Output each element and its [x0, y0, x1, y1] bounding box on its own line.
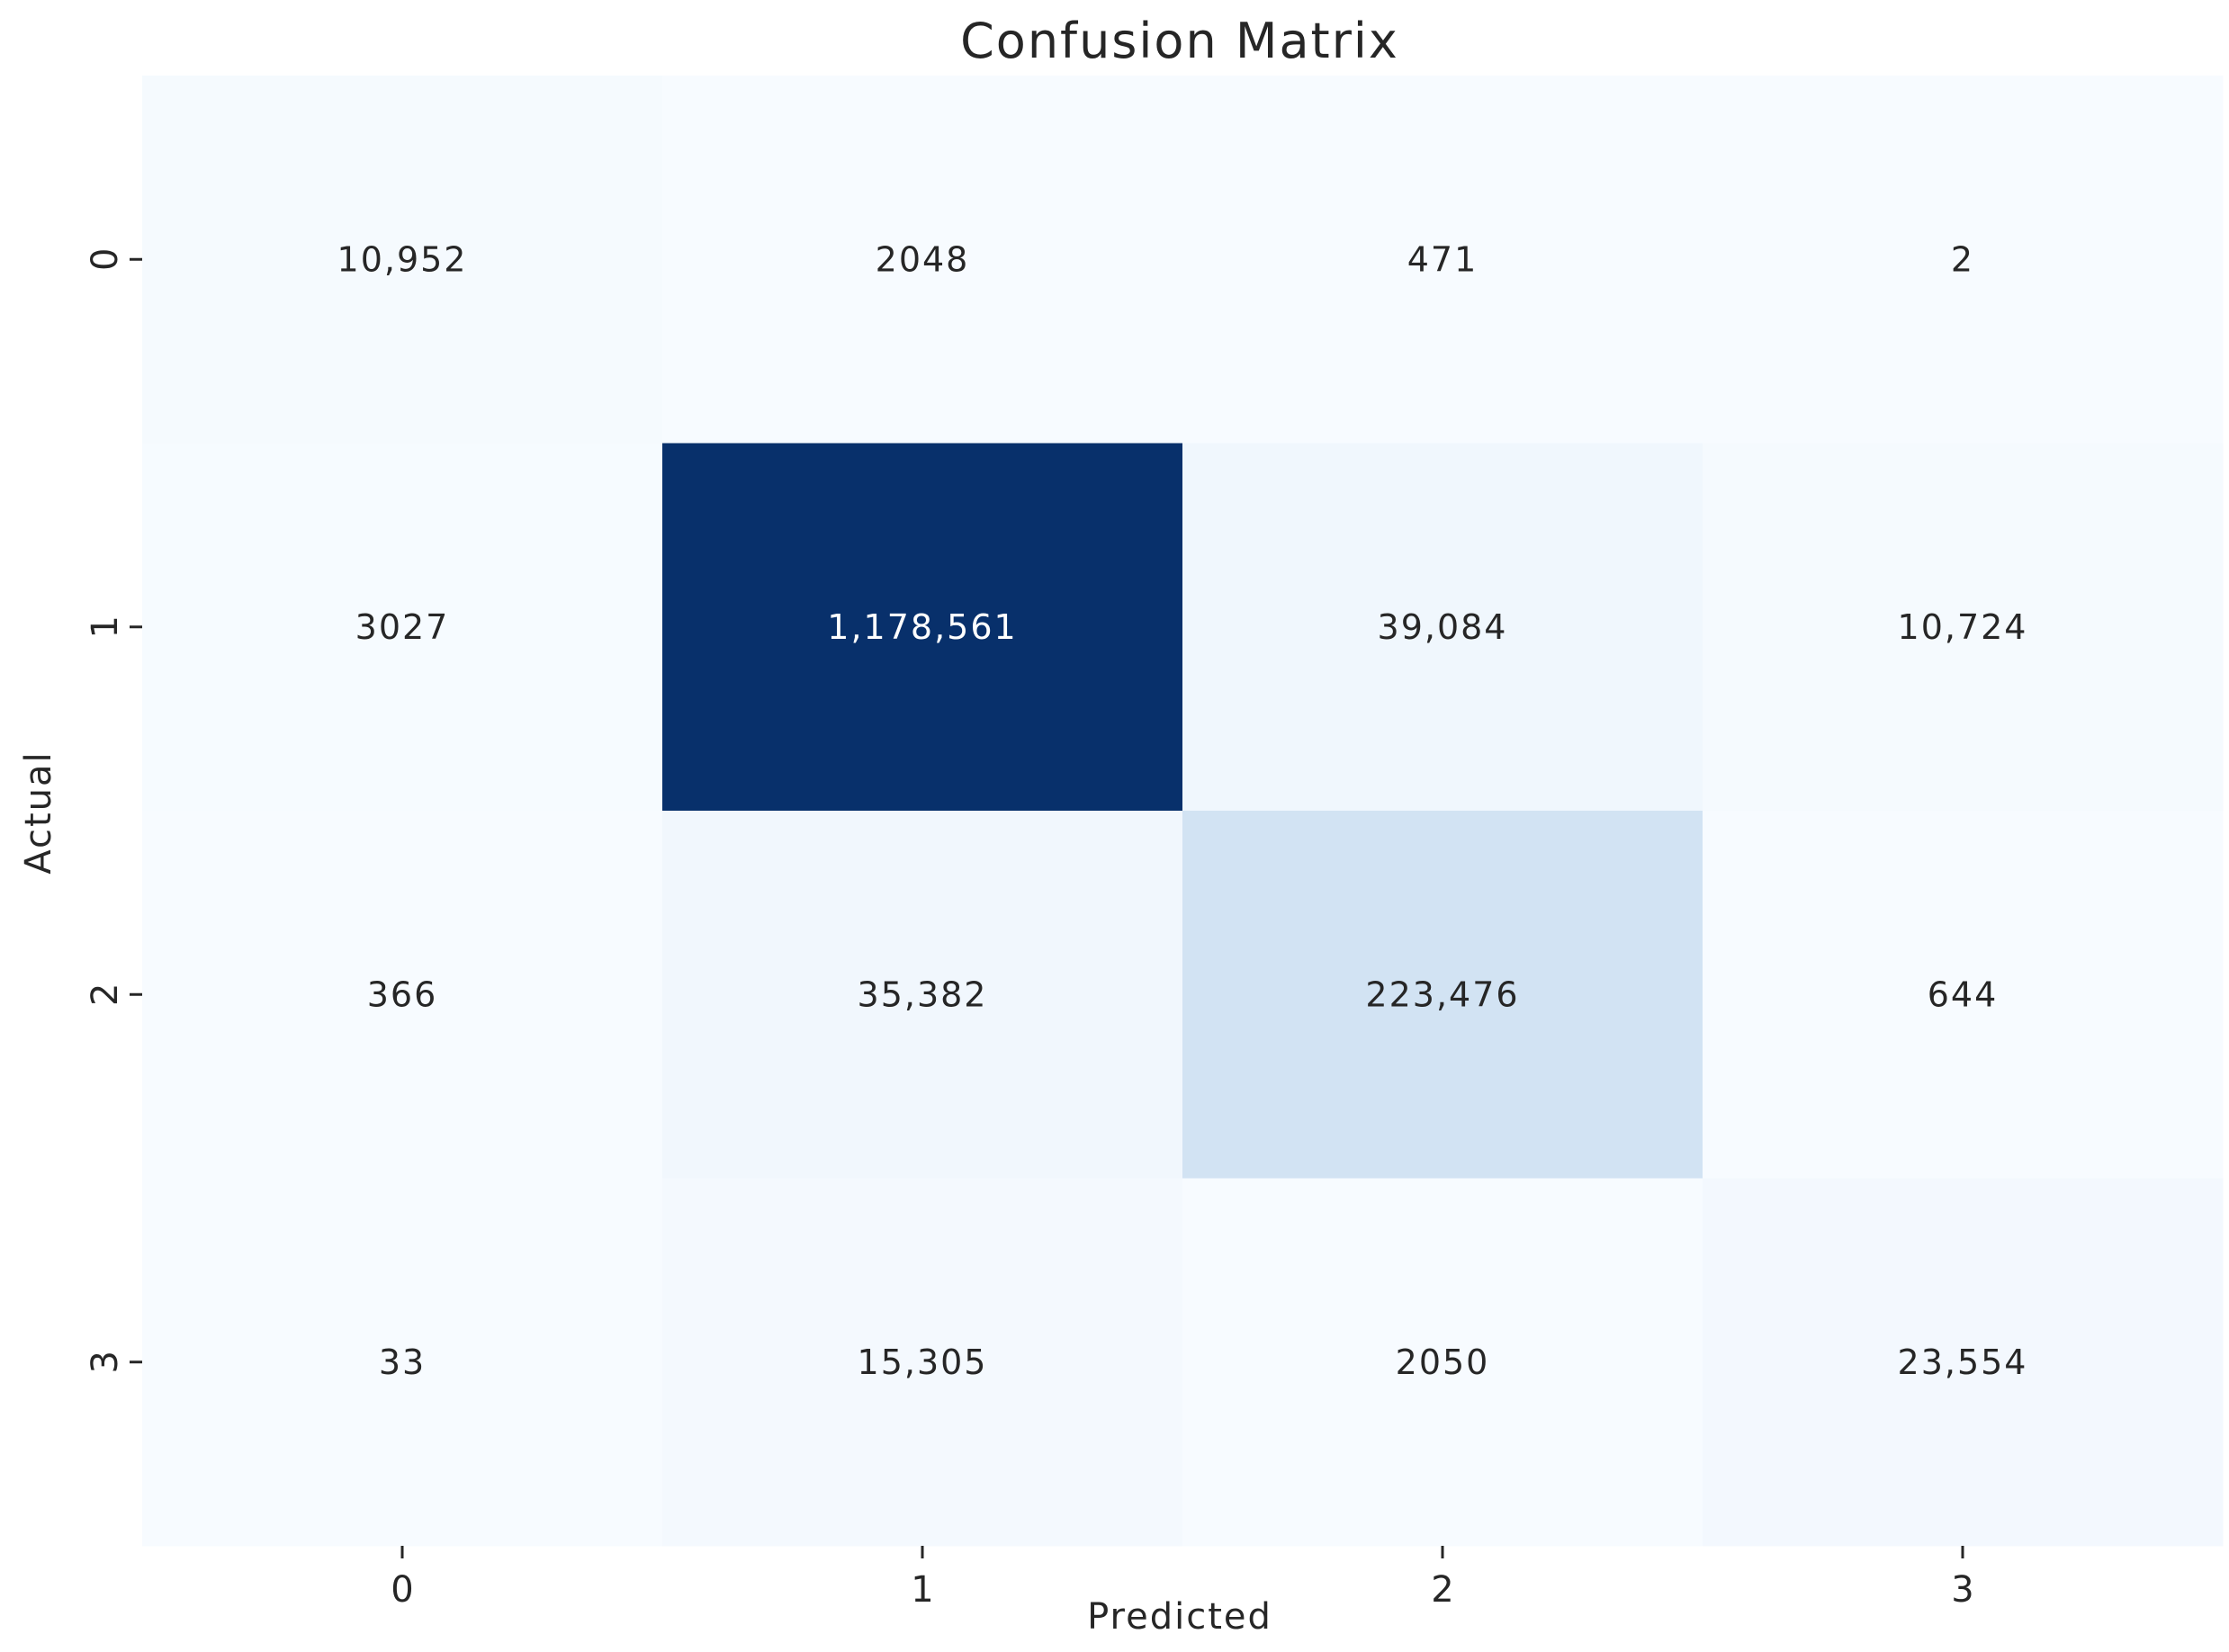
cell-value-label-r0-c1: 2048	[876, 239, 970, 279]
x-tick-label-0: 0	[391, 1569, 413, 1611]
y-tick-label-3: 3	[85, 1351, 126, 1373]
heatmap-cell-r2-c0	[142, 811, 663, 1179]
heatmap-cell-r1-c1	[662, 443, 1183, 812]
heatmap-cell-r1-c3	[1703, 443, 2224, 812]
cell-value-label-r0-c3: 2	[1951, 239, 1974, 279]
heatmap-cell-r0-c3	[1703, 76, 2224, 444]
heatmap-cell-r1-c2	[1182, 443, 1703, 812]
x-axis-ticks: 0 1 2 3	[391, 1546, 1974, 1611]
heatmap-cell-r3-c3	[1703, 1178, 2224, 1547]
heatmap-cells	[142, 76, 2224, 1547]
cell-value-label-r1-c1: 1,178,561	[827, 607, 1017, 647]
heatmap-cell-r0-c1	[662, 76, 1183, 444]
cell-value-label-r2-c1: 35,382	[858, 974, 988, 1014]
cell-value-label-r3-c1: 15,305	[858, 1342, 988, 1382]
cell-value-label-r2-c2: 223,476	[1365, 974, 1519, 1014]
x-tick-label-1: 1	[911, 1569, 933, 1611]
heatmap-cell-labels: 10,952 2048 471 2 3027 1,178,561 39,084 10,724 3…	[337, 239, 2028, 1382]
heatmap-cell-r3-c1	[662, 1178, 1183, 1547]
heatmap-cell-r2-c2	[1182, 811, 1703, 1179]
cell-value-label-r0-c2: 471	[1407, 239, 1479, 279]
cell-value-label-r3-c3: 23,554	[1898, 1342, 2028, 1382]
heatmap-cell-r3-c2	[1182, 1178, 1703, 1547]
cell-value-label-r1-c0: 3027	[355, 607, 450, 647]
heatmap-cell-r1-c0	[142, 443, 663, 812]
heatmap-cell-r2-c3	[1703, 811, 2224, 1179]
cell-value-label-r1-c2: 39,084	[1378, 607, 1508, 647]
y-axis-label: Actual	[18, 750, 59, 874]
y-axis-ticks: 0 1 2 3	[85, 248, 142, 1373]
cell-value-label-r2-c3: 644	[1928, 974, 1999, 1014]
x-tick-label-2: 2	[1431, 1569, 1453, 1611]
cell-value-label-r1-c3: 10,724	[1898, 607, 2028, 647]
cell-value-label-r3-c2: 2050	[1396, 1342, 1490, 1382]
cell-value-label-r2-c0: 366	[367, 974, 438, 1014]
cell-value-label-r0-c0: 10,952	[337, 239, 468, 279]
y-tick-label-0: 0	[85, 248, 126, 271]
heatmap-cell-r2-c1	[662, 811, 1183, 1179]
cell-value-label-r3-c0: 33	[379, 1342, 426, 1382]
chart-title: Confusion Matrix	[960, 13, 1399, 69]
x-axis-label: Predicted	[1087, 1596, 1272, 1638]
heatmap-cell-r0-c0	[142, 76, 663, 444]
y-tick-label-2: 2	[85, 983, 126, 1006]
heatmap-cell-r3-c0	[142, 1178, 663, 1547]
heatmap-cell-r0-c2	[1182, 76, 1703, 444]
x-tick-label-3: 3	[1951, 1569, 1973, 1611]
y-tick-label-1: 1	[85, 615, 126, 638]
